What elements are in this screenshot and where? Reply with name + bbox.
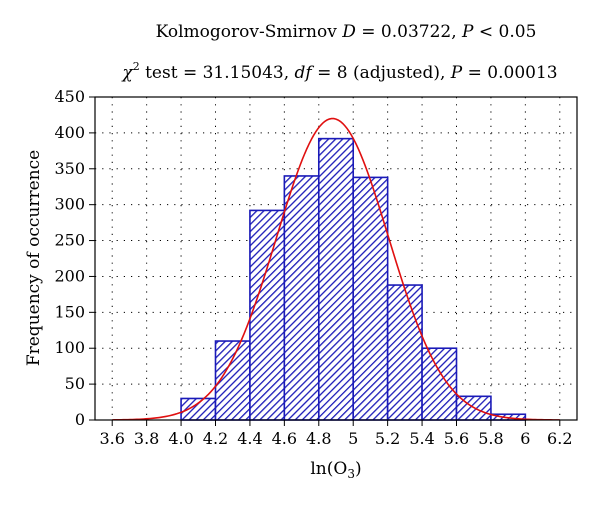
x-axis-label: ln(O3) (310, 459, 361, 481)
x-tick-label: 4.0 (168, 429, 193, 448)
histogram-bar-0 (180, 397, 217, 421)
y-tick-label: 450 (54, 87, 85, 106)
x-tick-labels: 3.6 3.8 4.0 4.2 4.4 4.6 4.8 5 5.2 5.4 5.6 5.8 6 6.2 (99, 429, 572, 448)
histogram-bar-2 (249, 209, 286, 421)
y-tick-label: 50 (65, 374, 85, 393)
x-tick-label: 5.4 (409, 429, 434, 448)
y-tick-label: 100 (54, 338, 85, 357)
y-tick-label: 250 (54, 231, 85, 250)
y-tick-labels: 0 50 100 150 200 250 300 350 400 450 (54, 87, 85, 429)
histogram-bar-3 (283, 175, 320, 421)
x-tick-label: 6 (520, 429, 530, 448)
x-tick-label: 5.8 (478, 429, 503, 448)
x-tick-label: 4.6 (272, 429, 297, 448)
x-tick-label: 5.6 (444, 429, 469, 448)
x-tick-label: 3.6 (99, 429, 124, 448)
normal-fit-curve (112, 117, 560, 420)
x-tick-label: 4.4 (237, 429, 262, 448)
x-tick-label: 3.8 (134, 429, 159, 448)
y-tick-label: 0 (75, 410, 85, 429)
histogram-bar-5 (352, 176, 389, 421)
y-tick-label: 300 (54, 195, 85, 214)
x-tick-label: 4.8 (306, 429, 331, 448)
x-tick-label: 6.2 (547, 429, 572, 448)
histogram-bar-7 (421, 347, 458, 421)
chart-title-line-1: Kolmogorov-Smirnov D = 0.03722, P < 0.05 (156, 22, 537, 42)
histogram-bar-4 (317, 137, 355, 421)
x-tick-label: 5 (348, 429, 358, 448)
y-axis-label: Frequency of occurrence (24, 150, 44, 366)
histogram-bars (180, 137, 527, 421)
chart-title-line-2: χ2 test = 31.15043, df = 8 (adjusted), P… (121, 60, 557, 83)
normal-fit-curve-group (112, 117, 560, 420)
axis-ticks (89, 96, 561, 426)
y-tick-label: 200 (54, 266, 85, 285)
plot-frame (94, 96, 578, 421)
x-tick-label: 4.2 (203, 429, 228, 448)
grid-lines (95, 97, 577, 420)
y-tick-label: 150 (54, 302, 85, 321)
y-tick-label: 350 (54, 159, 85, 178)
histogram-bar-6 (386, 284, 423, 421)
x-tick-label: 5.2 (375, 429, 400, 448)
y-tick-label: 400 (54, 123, 85, 142)
